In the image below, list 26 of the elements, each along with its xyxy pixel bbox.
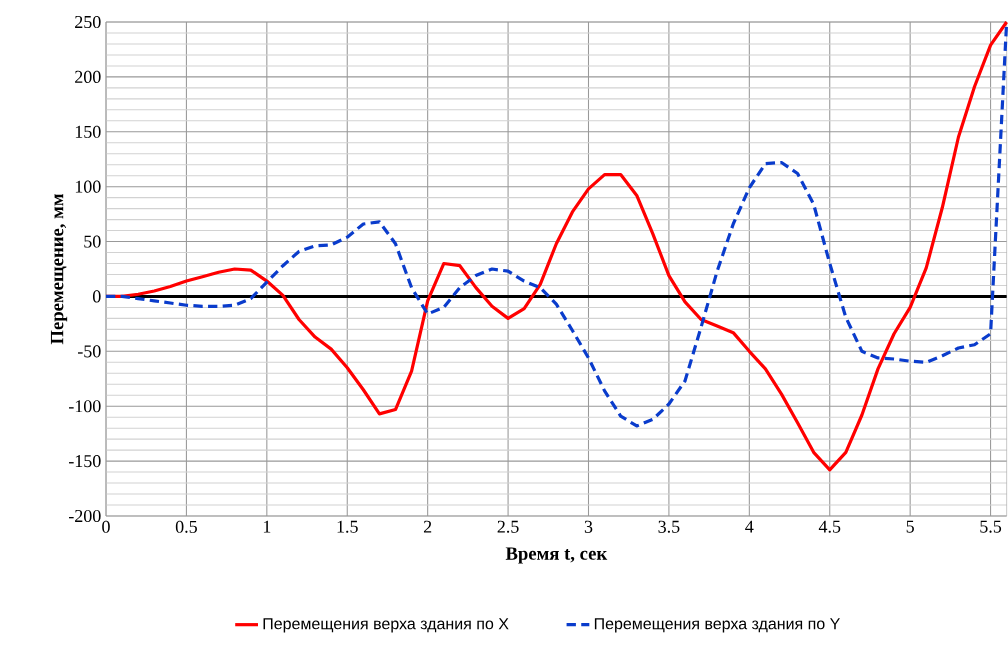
x-tick-label: 4.5 bbox=[818, 520, 841, 533]
x-tick-label: 0.5 bbox=[175, 520, 197, 533]
y-tick-label: 0 bbox=[92, 290, 101, 303]
x-tick-label: 0 bbox=[102, 520, 110, 533]
y-tick-label: 100 bbox=[75, 180, 101, 193]
y-tick-label: 50 bbox=[84, 235, 101, 248]
y-tick-label: -200 bbox=[68, 509, 101, 523]
x-tick-label: 2.5 bbox=[497, 520, 519, 533]
y-tick-label: 250 bbox=[75, 15, 101, 29]
x-tick-label: 3 bbox=[584, 520, 593, 533]
x-tick-label: 5 bbox=[906, 520, 914, 533]
y-tick-label: 150 bbox=[75, 125, 101, 138]
x-tick-label: 2 bbox=[423, 520, 432, 533]
y-tick-label: -50 bbox=[77, 345, 101, 358]
y-tick-label: -100 bbox=[68, 400, 101, 413]
y-axis-title: Перемещение, мм bbox=[50, 194, 68, 345]
legend-label: Перемещения верха здания по Y bbox=[594, 618, 840, 633]
x-tick-label: 5.5 bbox=[980, 520, 1002, 533]
x-tick-label: 1.5 bbox=[337, 520, 358, 533]
x-axis-title: Время t, сек bbox=[505, 547, 608, 564]
x-tick-label: 4 bbox=[745, 520, 754, 533]
x-tick-label: 3.5 bbox=[658, 520, 680, 533]
y-tick-label: 200 bbox=[75, 70, 101, 83]
legend-label: Перемещения верха здания по X bbox=[263, 618, 509, 633]
y-tick-label: -150 bbox=[68, 455, 101, 468]
x-tick-label: 1 bbox=[263, 520, 271, 533]
